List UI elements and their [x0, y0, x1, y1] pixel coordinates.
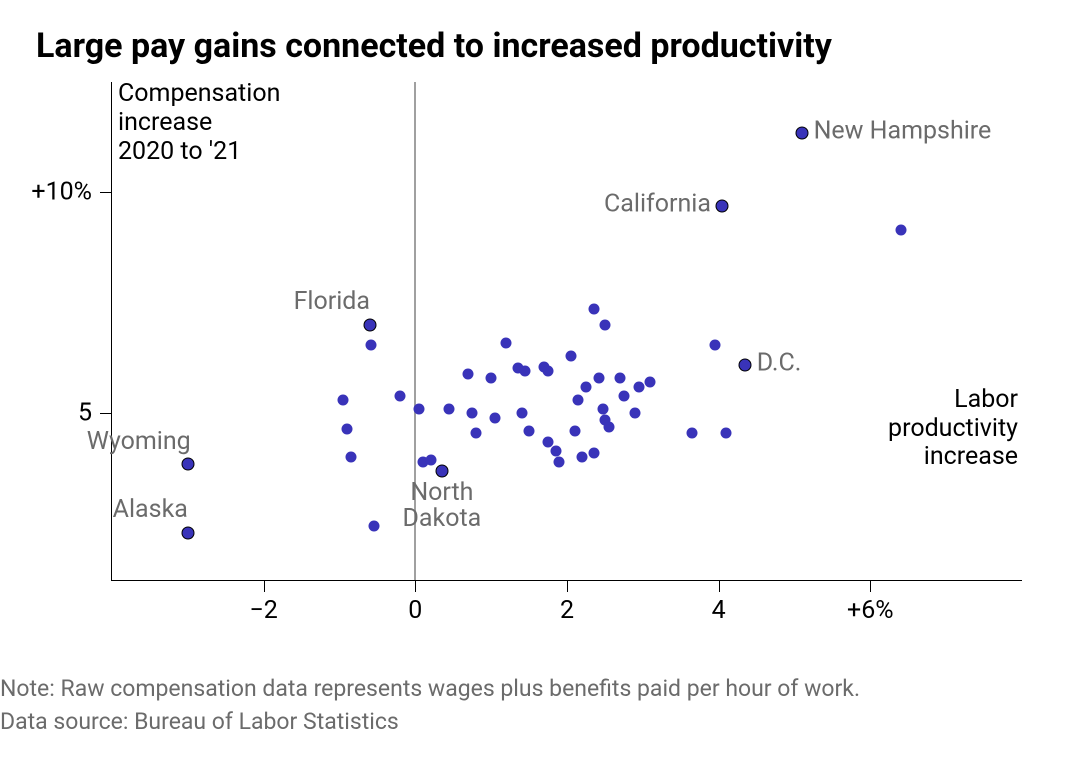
data-point [182, 459, 193, 470]
data-point [414, 403, 425, 414]
data-point [444, 403, 455, 414]
data-source-text: Data source: Bureau of Labor Statistics [0, 705, 860, 738]
data-point [524, 425, 535, 436]
data-point [501, 337, 512, 348]
x-tick [415, 580, 416, 592]
data-point [618, 390, 629, 401]
data-point [395, 390, 406, 401]
x-tick [567, 580, 568, 592]
data-point [436, 465, 447, 476]
data-point [634, 381, 645, 392]
data-point [364, 319, 375, 330]
y-tick-label: 5 [78, 399, 92, 428]
x-axis-title: Laborproductivityincrease [888, 386, 1018, 472]
data-point [345, 452, 356, 463]
y-tick [100, 192, 112, 193]
data-point [577, 452, 588, 463]
data-point [550, 445, 561, 456]
x-tick-label: −2 [249, 596, 277, 625]
scatter-chart: −2024+6%5+10%Compensationincrease2020 to… [112, 82, 1022, 612]
data-point [687, 428, 698, 439]
data-point [645, 377, 656, 388]
y-tick [100, 413, 112, 414]
data-point [338, 395, 349, 406]
data-point [486, 372, 497, 383]
footnotes: Note: Raw compensation data represents w… [0, 672, 860, 739]
data-point [709, 339, 720, 350]
data-point [565, 350, 576, 361]
point-label: Wyoming [87, 428, 191, 454]
data-point [740, 359, 751, 370]
data-point [543, 366, 554, 377]
data-point [573, 395, 584, 406]
data-point [368, 520, 379, 531]
data-point [580, 381, 591, 392]
x-tick [870, 580, 871, 592]
data-point [520, 366, 531, 377]
data-point [569, 425, 580, 436]
point-label: Alaska [113, 497, 188, 523]
x-tick-label: 0 [408, 596, 422, 625]
x-tick-label: 4 [712, 596, 726, 625]
point-label: California [604, 191, 711, 217]
data-point [603, 421, 614, 432]
data-point [516, 408, 527, 419]
point-label: D.C. [757, 350, 802, 376]
footnote-text: Note: Raw compensation data represents w… [0, 672, 860, 705]
point-label: NorthDakota [403, 480, 482, 533]
data-point [182, 527, 193, 538]
data-point [895, 224, 906, 235]
chart-title: Large pay gains connected to increased p… [36, 28, 1044, 65]
data-point [489, 412, 500, 423]
x-tick [719, 580, 720, 592]
data-point [599, 319, 610, 330]
x-tick-label: +6% [847, 596, 894, 625]
x-tick-label: 2 [560, 596, 574, 625]
data-point [598, 403, 609, 414]
data-point [471, 428, 482, 439]
data-point [342, 423, 353, 434]
y-tick-label: +10% [31, 178, 92, 207]
data-point [721, 428, 732, 439]
data-point [588, 304, 599, 315]
y-axis-title: Compensationincrease2020 to '21 [118, 80, 280, 166]
point-label: New Hampshire [814, 118, 992, 144]
data-point [615, 372, 626, 383]
data-point [366, 339, 377, 350]
point-label: Florida [294, 289, 370, 315]
data-point [467, 408, 478, 419]
data-point [425, 454, 436, 465]
data-point [797, 127, 808, 138]
data-point [463, 368, 474, 379]
data-point [630, 408, 641, 419]
data-point [554, 456, 565, 467]
data-point [593, 372, 604, 383]
x-tick [264, 580, 265, 592]
data-point [588, 448, 599, 459]
data-point [717, 200, 728, 211]
